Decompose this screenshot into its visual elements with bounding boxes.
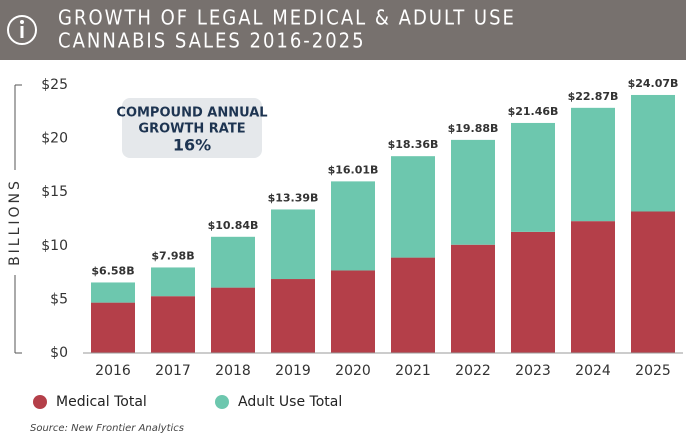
total-label: $18.36B: [388, 138, 439, 151]
bar-segment: [91, 282, 135, 303]
total-label: $19.88B: [448, 122, 499, 135]
total-label: $10.84B: [208, 219, 259, 232]
x-tick-label: 2019: [275, 363, 311, 379]
legend-swatch: [215, 395, 229, 409]
x-tick-label: 2023: [515, 363, 551, 379]
bar-segment: [511, 122, 555, 232]
cagr-value: 16%: [173, 136, 211, 155]
bar-segment: [571, 107, 615, 222]
total-label: $7.98B: [151, 249, 194, 262]
bar-segment: [331, 181, 375, 271]
cagr-title: GROWTH RATE: [138, 122, 245, 137]
bar-segment: [211, 287, 255, 353]
bar-segment: [271, 209, 315, 280]
bar-segment: [451, 244, 495, 353]
y-tick-label: $25: [41, 77, 68, 93]
x-tick-label: 2022: [455, 363, 491, 379]
x-tick-label: 2016: [95, 363, 131, 379]
y-tick-label: $20: [41, 131, 68, 147]
x-tick-label: 2020: [335, 363, 371, 379]
x-tick-label: 2018: [215, 363, 251, 379]
bar-segment: [451, 139, 495, 245]
x-tick-label: 2021: [395, 363, 431, 379]
bar-segment: [631, 94, 675, 212]
bar-segment: [151, 267, 195, 297]
total-label: $13.39B: [268, 191, 319, 204]
bar-segment: [391, 257, 435, 353]
bar-segment: [391, 156, 435, 258]
x-tick-label: 2017: [155, 363, 191, 379]
cagr-box: [122, 98, 262, 158]
total-label: $21.46B: [508, 105, 559, 118]
source: Source: New Frontier Analytics: [30, 423, 184, 434]
y-tick-label: $15: [41, 184, 68, 200]
header-bar: [0, 0, 686, 60]
bar-segment: [511, 231, 555, 353]
bar-segment: [271, 279, 315, 353]
y-tick-label: $0: [50, 345, 68, 361]
legend-label: Adult Use Total: [238, 394, 342, 410]
bar-segment: [571, 221, 615, 353]
chart-title: GROWTH OF LEGAL MEDICAL & ADULT USE: [58, 6, 516, 30]
bar-segment: [211, 236, 255, 288]
total-label: $6.58B: [91, 264, 134, 277]
total-label: $24.07B: [628, 77, 679, 90]
legend-label: Medical Total: [56, 394, 147, 410]
info-icon: [7, 15, 37, 45]
bar-segment: [331, 270, 375, 353]
total-label: $22.87B: [568, 90, 619, 103]
total-label: $16.01B: [328, 163, 379, 176]
bar-segment: [631, 211, 675, 353]
x-tick-label: 2024: [575, 363, 611, 379]
x-tick-label: 2025: [635, 363, 671, 379]
y-tick-label: $10: [41, 238, 68, 254]
legend-swatch: [33, 395, 47, 409]
cagr-title: COMPOUND ANNUAL: [116, 106, 267, 121]
bar-segment: [91, 302, 135, 353]
y-axis-label: BILLIONS: [7, 178, 23, 266]
bar-segment: [151, 296, 195, 353]
chart-title: CANNABIS SALES 2016-2025: [58, 29, 366, 53]
y-tick-label: $5: [50, 291, 68, 307]
